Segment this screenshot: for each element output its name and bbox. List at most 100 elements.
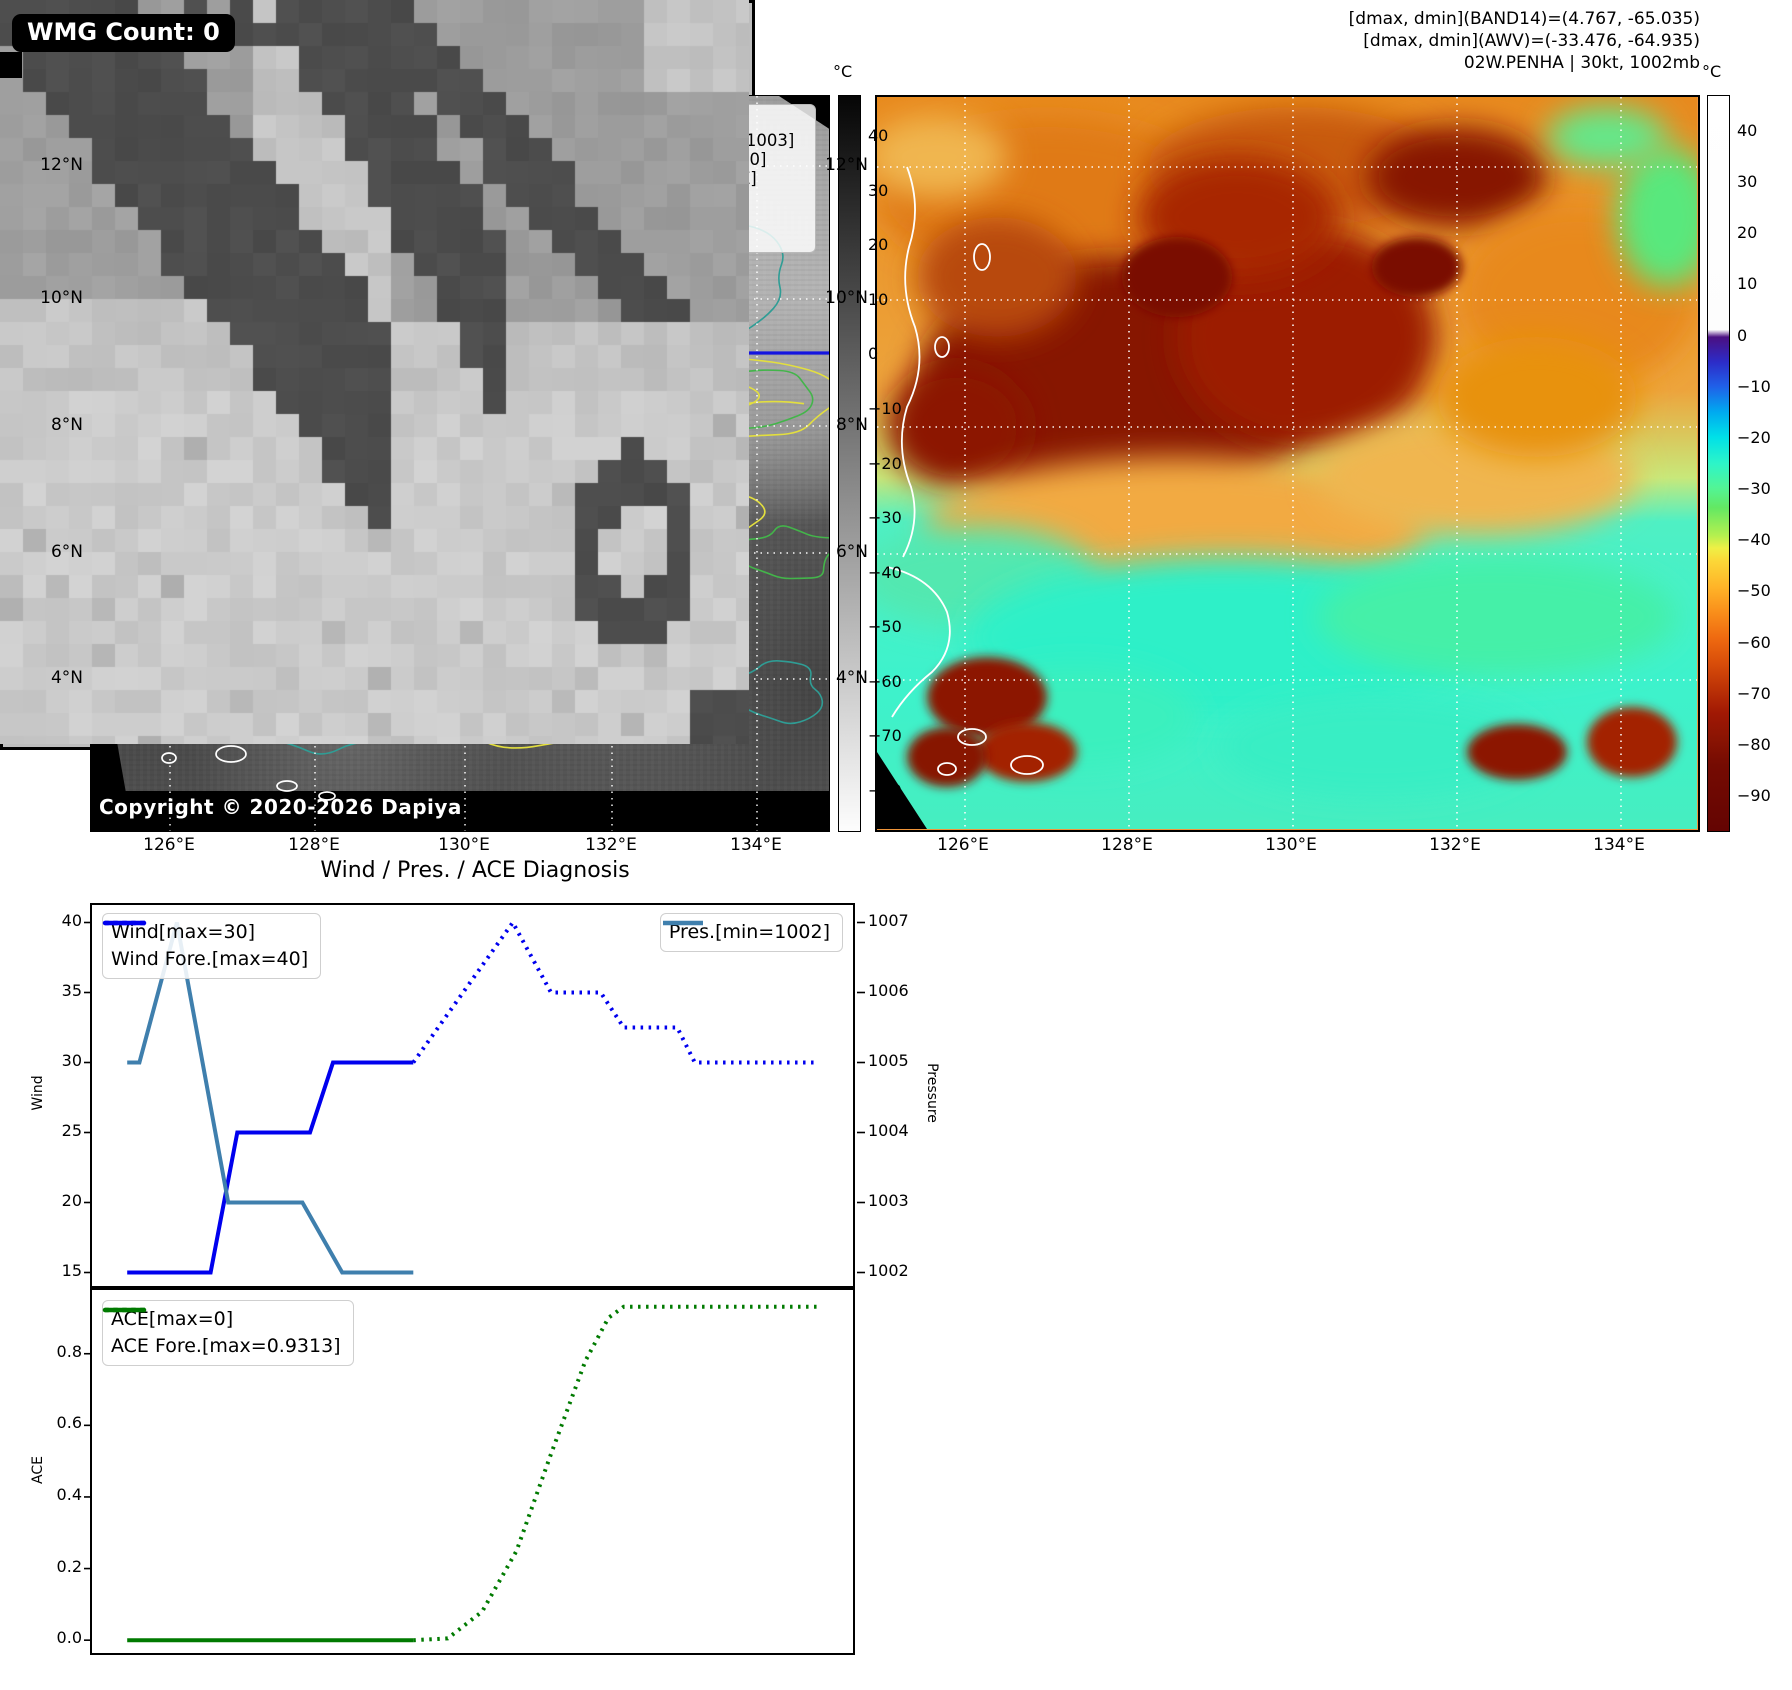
band14-colorbar-tick-label: 30 [868,180,889,200]
awv-colorbar-tick-label: −10 [1737,376,1771,396]
legend-item: Wind Fore.[max=40] [102,920,309,973]
legend-label: ACE Fore.[max=0.9313] [111,1335,341,1357]
band14-y-tick-label: 12°N [40,155,83,175]
awv-x-tick-label: 134°E [1593,835,1645,855]
band14-y-tick-label: 4°N [50,668,83,688]
band14-colorbar-tick-label: 40 [868,125,889,145]
band14-colorbar-tick-label: −20 [868,453,902,473]
awv-cloud-blob [1372,237,1462,297]
awv-colorbar-tick-label: 0 [1737,325,1748,345]
awv-colorbar-tick-label: −50 [1737,581,1771,601]
awv-cloud-blob [1122,237,1232,317]
coastline-path [886,566,951,718]
wind-y-tick-label: 40 [61,910,82,930]
legend-item: Pres.[min=1002] [662,919,830,946]
wind-pressure-plot [84,918,865,1275]
band14-colorbar [838,95,861,832]
awv-colorbar-tick-label: −60 [1737,632,1771,652]
coastline-path [900,166,921,558]
legend-label: Pres.[min=1002] [668,921,830,943]
band14-colorbar-tick-label: 10 [868,289,889,309]
legend-label: Wind Fore.[max=40] [111,948,309,970]
awv-colorbar-tick-label: −80 [1737,734,1771,754]
band14-colorbar-tick-label: 0 [868,344,879,364]
legend-label: Wind[max=30] [111,921,256,943]
wind-y-tick-label: 20 [61,1190,82,1210]
awv-cloud-blob [977,722,1077,782]
island-outline [957,728,987,746]
diagnosis-title: Wind / Pres. / ACE Diagnosis [320,858,630,883]
awv-x-tick-label: 130°E [1265,835,1317,855]
swath-edge [91,791,829,831]
band14-x-tick-label: 134°E [730,835,782,855]
island-outline [937,762,957,776]
coastline [886,166,1044,776]
awv-colorbar-tick-label: 10 [1737,274,1758,294]
ace-forecast-line [413,1304,819,1643]
band14-colorbar-tick-label: −60 [868,671,902,691]
wmg-pixel-image [0,0,749,744]
awv-map [875,95,1700,832]
awv-header: [dmax, dmin](BAND14)=(4.767, -65.035) [d… [1349,8,1700,74]
legend-label: ACE[max=0] [111,1308,234,1330]
awv-y-tick-label: 8°N [835,415,868,435]
awv-cloud-blob [1547,107,1667,167]
awv-colorbar-tick-label: −20 [1737,427,1771,447]
band14-x-tick-label: 128°E [288,835,340,855]
island-outline [276,780,298,792]
band14-y-tick-label: 8°N [50,415,83,435]
band14-colorbar-tick-label: −30 [868,508,902,528]
awv-colorbar [1707,95,1730,832]
ace-chart: ACE[max=0] ACE Fore.[max=0.9313] [84,1288,855,1655]
pressure-line [127,921,414,1275]
pressure-y-tick-label: 1003 [868,1190,909,1210]
band14-y-tick-label: 6°N [50,542,83,562]
wind-forecast-line [411,918,819,1065]
wind-y-tick-label: 30 [61,1050,82,1070]
awv-header-line2: [dmax, dmin](AWV)=(-33.476, -64.935) [1363,31,1700,51]
awv-overlay [877,97,1697,829]
awv-colorbar-tick-label: 40 [1737,120,1758,140]
band14-colorbar-tick-label: 20 [868,235,889,255]
awv-y-tick-label: 12°N [825,155,868,175]
awv-cloud-blob [907,727,987,787]
awv-x-tick-label: 126°E [937,835,989,855]
band14-colorbar-tick-label: −80 [868,781,902,801]
awv-x-tick-label: 128°E [1101,835,1153,855]
solid-line-icon [662,920,703,926]
awv-colorbar-tick-label: −30 [1737,479,1771,499]
band14-colorbar-tick-label: −70 [868,726,902,746]
band14-colorbar-tick-label: −50 [868,617,902,637]
awv-cloud-blob [1317,557,1677,677]
band14-y-tick-label: 10°N [40,288,83,308]
graticule [877,97,1697,829]
island-outline [215,745,247,763]
island-outline [934,336,950,358]
ace-y-tick-label: 0.2 [56,1556,82,1576]
band14-x-tick-label: 132°E [585,835,637,855]
band14-colorbar-unit: °C [833,62,853,81]
awv-colorbar-tick-label: −70 [1737,683,1771,703]
ace-legend: ACE[max=0] ACE Fore.[max=0.9313] [102,1300,354,1366]
awv-cloud-blob [917,217,1077,337]
ace-y-tick-label: 0.8 [56,1341,82,1361]
ace-y-tick-label: 0.0 [56,1628,82,1648]
awv-colorbar-tick-label: 20 [1737,223,1758,243]
pressure-y-tick-label: 1006 [868,980,909,1000]
awv-cloud-blob [1467,724,1567,780]
wind-y-tick-label: 15 [61,1260,82,1280]
awv-cloud-blob [1437,337,1637,457]
island-outline [161,752,177,764]
wind-line [127,1060,414,1275]
awv-header-line3: 02W.PENHA | 30kt, 1002mb [1463,53,1700,73]
legend-item: ACE Fore.[max=0.9313] [102,1307,341,1360]
awv-cloud-blob [1367,127,1547,227]
ace-plot [84,1304,819,1643]
awv-y-tick-label: 4°N [835,668,868,688]
wind-pressure-chart: Wind[max=30] Wind Fore.[max=40] Pres.[min=… [84,903,865,1288]
wind-y-tick-label: 25 [61,1120,82,1140]
island-outline [318,791,336,801]
pressure-y-tick-label: 1005 [868,1050,909,1070]
wind-y-tick-label: 35 [61,980,82,1000]
